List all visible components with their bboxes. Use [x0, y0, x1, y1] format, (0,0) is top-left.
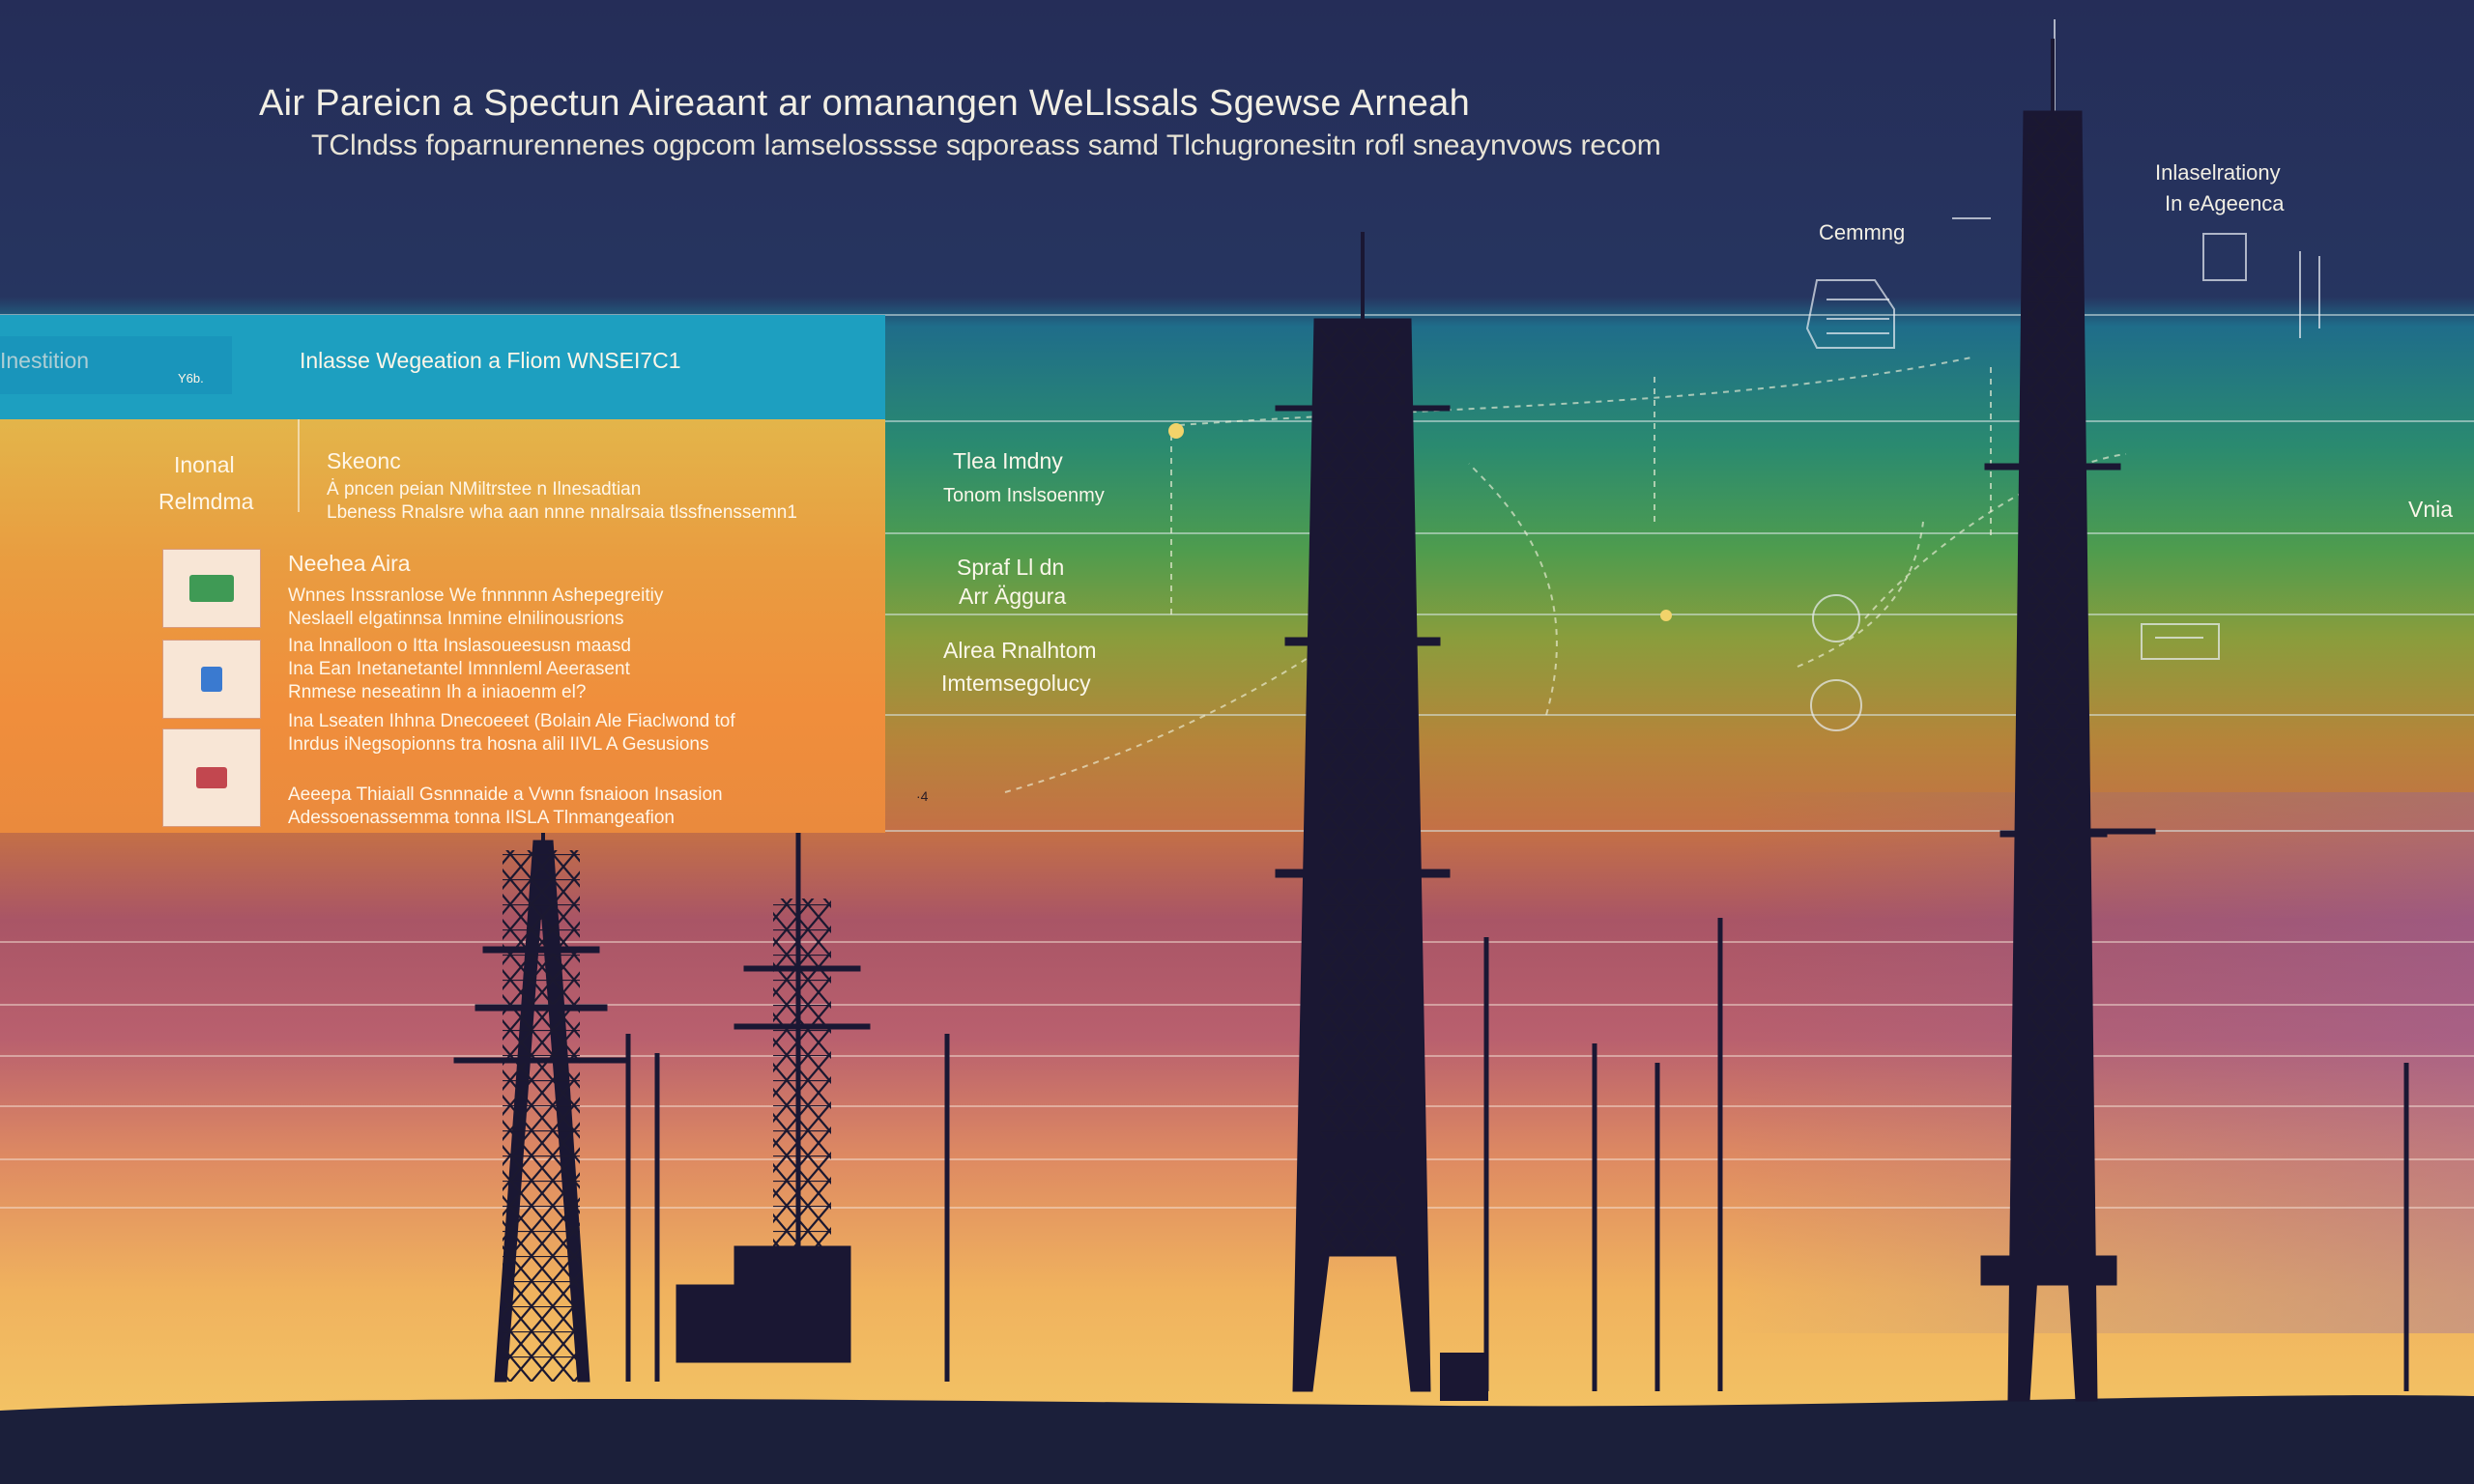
- item-2-line-3: Rnmese neseatinn Ih a iniaoenm el?: [288, 682, 587, 702]
- page-subtitle: TClndss foparnurennenes ogpcom lamseloss…: [311, 129, 1661, 161]
- item-2-line-1: Ina lnnalloon o Itta Inslasoueesusn maas…: [288, 636, 631, 656]
- band-1-label-line1: Tlea Imdny: [953, 448, 1063, 473]
- section-text-line2: Lbeness Rnalsre wha aan nnne nnalrsaia t…: [327, 502, 797, 523]
- section-divider: [298, 419, 300, 512]
- item-3-tile[interactable]: [162, 728, 261, 827]
- item-1-tile[interactable]: [162, 549, 261, 628]
- top-bar-heading: Inlasse Wegeation a Fliom WNSEI7C1: [300, 348, 681, 373]
- callout-comms-label: Cemmng: [1819, 220, 1906, 244]
- left-panel-main: Inonal Relmdma Skeonc Ȧ pncen peian NMi…: [0, 419, 885, 833]
- band-2-label-line1: Spraf Ll dn: [957, 555, 1065, 580]
- top-bar-badge: Y6b.: [178, 371, 204, 385]
- top-bar-highlight: [0, 336, 232, 394]
- band-1-label-line2: Tonom Inslsoenmy: [943, 485, 1105, 506]
- signal-card-icon: [189, 575, 234, 602]
- document-icon: [201, 667, 222, 692]
- item-3-line-1: Ina Lseaten Ihhna Dnecoeeet (Bolain Ale …: [288, 711, 735, 731]
- small-mark: ·4: [916, 788, 929, 804]
- chart-card-icon: [196, 767, 227, 788]
- band-3-label-line2: Imtemsegolucy: [941, 671, 1091, 696]
- item-1-title: Neehea Aira: [288, 551, 411, 576]
- band-3-label-line1: Alrea Rnalhtom: [943, 638, 1097, 663]
- top-bar-label: Inestition: [0, 348, 90, 373]
- item-2-line-2: Ina Ean Inetanetantel Imnnleml Aeerasent: [288, 659, 630, 679]
- item-1-line-2: Neslaell elgatinnsa Inmine elnilinousrio…: [288, 609, 624, 629]
- section-text-line1: Ȧ pncen peian NMiltrstee n Ilnesadtian: [327, 479, 642, 499]
- item-4-line-2: Adessoenassemma tonna IlSLA Tlnmangeafio…: [288, 808, 675, 828]
- item-1-line-1: Wnnes Inssranlose We fnnnnnn Ashepegreit…: [288, 585, 664, 606]
- right-band-label: Vnia: [2408, 497, 2454, 522]
- item-4-line-1: Aeeepa Thiaiall Gsnnnaide a Vwnn fsnaioo…: [288, 785, 723, 805]
- left-panel-top-bar: Inestition Y6b. Inlasse Wegeation a Flio…: [0, 315, 885, 419]
- band-2-label-line2: Arr Äggura: [959, 584, 1067, 609]
- section-heading: Skeonc: [327, 448, 401, 473]
- callout-top-right-line1: Inlaselrationy: [2155, 160, 2281, 185]
- callout-top-right-line2: In eAgeenca: [2165, 191, 2285, 215]
- section-side-label-line1: Inonal: [174, 452, 235, 477]
- page-title: Air Pareicn a Spectun Aireaant ar omanan…: [259, 83, 1471, 124]
- item-2-tile[interactable]: [162, 640, 261, 719]
- section-side-label-line2: Relmdma: [158, 489, 254, 514]
- item-3-line-2: Inrdus iNegsopionns tra hosna alil IIVL …: [288, 734, 709, 755]
